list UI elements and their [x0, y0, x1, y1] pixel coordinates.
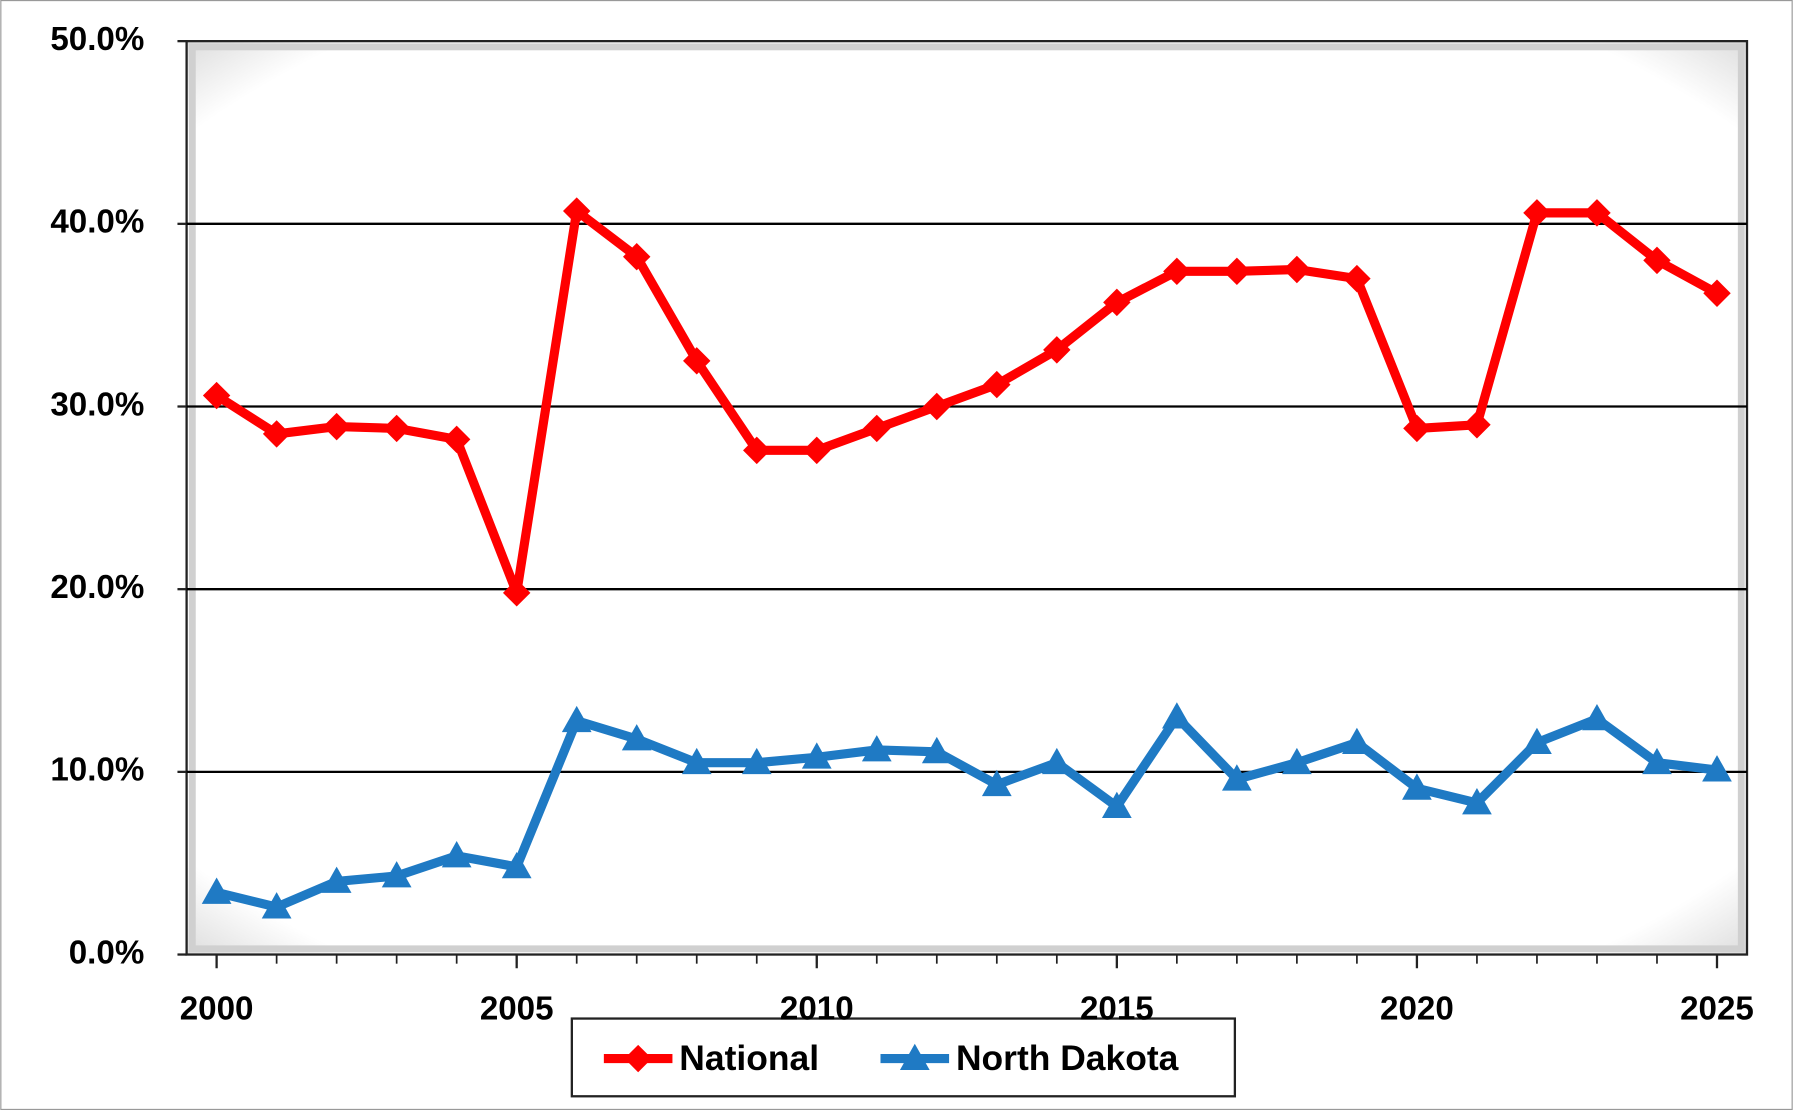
- y-tick-label: 50.0%: [50, 21, 144, 58]
- grid: [177, 40, 1748, 969]
- marker: [1583, 199, 1611, 227]
- marker: [1642, 747, 1672, 775]
- marker: [899, 1043, 930, 1070]
- marker: [261, 892, 292, 919]
- marker: [1161, 702, 1192, 729]
- marker: [1522, 727, 1552, 755]
- marker: [801, 742, 832, 769]
- marker: [1643, 246, 1671, 275]
- legend-label: North Dakota: [956, 1038, 1179, 1078]
- marker: [1103, 288, 1131, 317]
- x-tick-label: 2015: [1080, 990, 1154, 1027]
- x-tick-label: 2000: [180, 990, 254, 1027]
- series-group: [201, 197, 1732, 919]
- marker: [1343, 264, 1371, 293]
- marker: [861, 735, 892, 762]
- marker: [623, 242, 651, 271]
- marker: [1582, 704, 1612, 731]
- x-tick-label: 2025: [1680, 990, 1754, 1027]
- marker: [743, 436, 771, 465]
- marker: [321, 866, 352, 893]
- x-tick-label: 2010: [780, 990, 854, 1027]
- marker: [202, 381, 231, 410]
- marker: [1223, 257, 1251, 286]
- marker: [382, 414, 411, 443]
- marker: [741, 747, 772, 775]
- marker: [981, 769, 1012, 797]
- marker: [322, 412, 351, 441]
- marker: [1282, 747, 1312, 775]
- plot-area: [185, 40, 1749, 956]
- legend-label: National: [679, 1038, 819, 1078]
- marker: [683, 347, 711, 375]
- marker: [262, 420, 291, 448]
- marker: [1101, 791, 1132, 818]
- marker: [621, 724, 652, 751]
- x-tick-label: 2005: [480, 990, 554, 1027]
- marker: [561, 705, 592, 733]
- plot-shadow: [188, 43, 1745, 953]
- series-line: [215, 712, 1718, 912]
- marker: [502, 579, 531, 607]
- marker: [681, 747, 712, 775]
- marker: [1163, 257, 1191, 286]
- marker: [1403, 414, 1431, 443]
- marker: [1463, 411, 1491, 439]
- y-tick-label: 0.0%: [69, 934, 145, 971]
- marker: [1342, 727, 1372, 755]
- y-tick-label: 20.0%: [50, 569, 144, 606]
- marker: [1041, 747, 1072, 775]
- x-tick-label: 2020: [1380, 990, 1454, 1027]
- marker: [381, 861, 412, 888]
- marker: [1402, 773, 1432, 800]
- marker: [441, 841, 472, 868]
- marker: [863, 414, 891, 443]
- marker: [201, 877, 232, 904]
- y-tick-label: 10.0%: [50, 752, 144, 789]
- y-tick-label: 30.0%: [50, 386, 144, 423]
- marker: [1462, 788, 1492, 815]
- marker: [921, 736, 952, 764]
- legend: National North Dakota: [570, 1017, 1237, 1098]
- marker: [1702, 755, 1732, 782]
- marker: [983, 370, 1011, 399]
- marker: [1523, 199, 1551, 227]
- marker: [442, 425, 471, 454]
- marker: [1222, 764, 1252, 791]
- marker: [501, 851, 532, 879]
- y-tick-label: 40.0%: [50, 204, 144, 241]
